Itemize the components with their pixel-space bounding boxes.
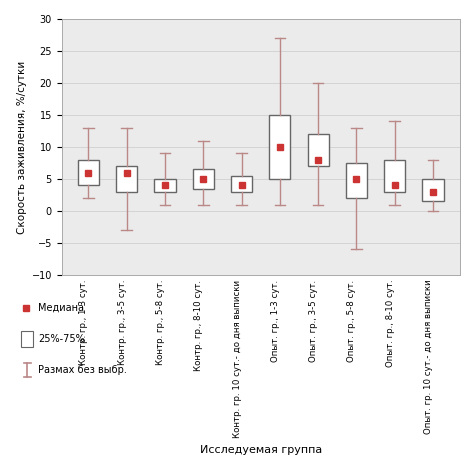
- Text: Опыт. гр., 5-8 сут.: Опыт. гр., 5-8 сут.: [347, 280, 356, 362]
- PathPatch shape: [231, 176, 252, 192]
- Text: Размах без выбр.: Размах без выбр.: [38, 365, 127, 375]
- Text: 25%-75%: 25%-75%: [38, 334, 85, 344]
- Text: Опыт. гр., 1-3 сут.: Опыт. гр., 1-3 сут.: [271, 280, 280, 362]
- Text: Контр. гр., 8-10 сут.: Контр. гр., 8-10 сут.: [194, 280, 203, 371]
- FancyBboxPatch shape: [21, 331, 33, 347]
- Text: Контр. гр., 5-8 сут.: Контр. гр., 5-8 сут.: [156, 280, 165, 365]
- Text: Исследуемая группа: Исследуемая группа: [200, 445, 322, 455]
- PathPatch shape: [384, 160, 405, 192]
- Text: Контр. гр., 3-5 сут.: Контр. гр., 3-5 сут.: [118, 280, 127, 365]
- Y-axis label: Скорость заживления, %/сутки: Скорость заживления, %/сутки: [18, 60, 27, 234]
- Text: Опыт. гр. 10 сут.- до дня выписки: Опыт. гр. 10 сут.- до дня выписки: [424, 280, 433, 434]
- PathPatch shape: [308, 134, 328, 166]
- PathPatch shape: [116, 166, 137, 192]
- PathPatch shape: [422, 179, 444, 201]
- Text: Контр. гр. 10 сут.- до дня выписки: Контр. гр. 10 сут.- до дня выписки: [233, 280, 242, 438]
- Text: Медиана: Медиана: [38, 303, 84, 313]
- PathPatch shape: [193, 169, 214, 189]
- PathPatch shape: [155, 179, 175, 192]
- Text: Опыт. гр., 3-5 сут.: Опыт. гр., 3-5 сут.: [309, 280, 318, 362]
- Text: Контр. гр., 1-3 сут.: Контр. гр., 1-3 сут.: [80, 280, 89, 365]
- Text: Опыт. гр., 8-10 сут.: Опыт. гр., 8-10 сут.: [386, 280, 395, 367]
- PathPatch shape: [346, 163, 367, 198]
- PathPatch shape: [269, 115, 291, 179]
- PathPatch shape: [78, 160, 99, 185]
